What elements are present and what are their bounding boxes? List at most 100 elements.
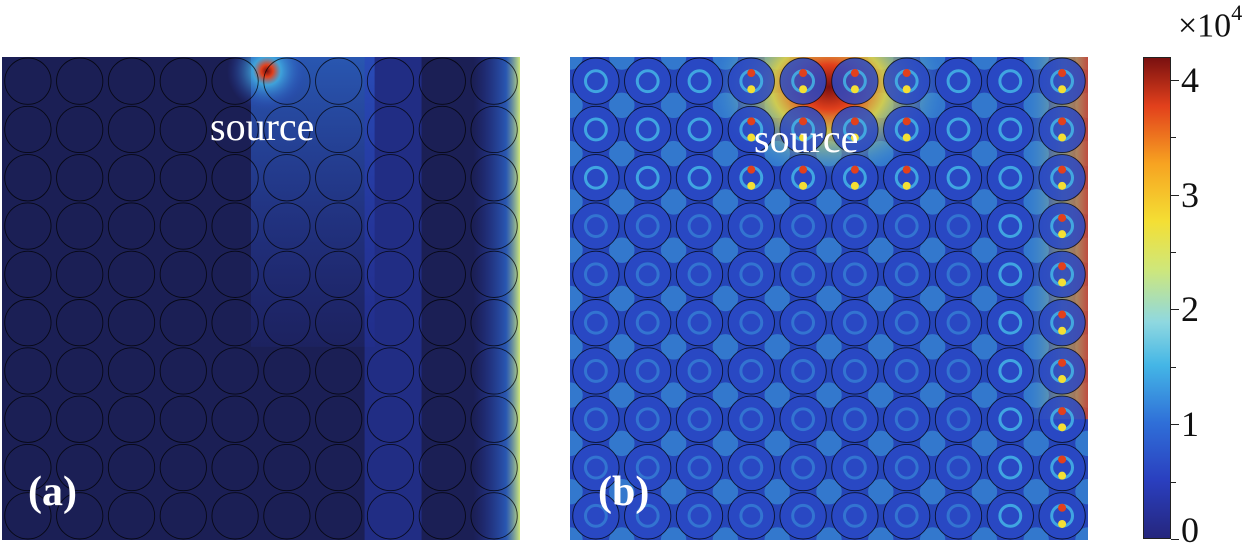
rod-hot-lobe: [1058, 310, 1067, 319]
lattice-rod: [883, 105, 931, 154]
lattice-rod: [366, 492, 415, 540]
rod-mode-pattern: [635, 214, 660, 238]
lattice-rod: [1038, 347, 1086, 395]
lattice-rod: [4, 347, 52, 395]
lattice-rod: [107, 443, 156, 492]
lattice-rod: [107, 299, 156, 347]
lattice-rod: [1038, 299, 1086, 347]
lattice-rod: [418, 57, 466, 105]
interstitial-field: [764, 285, 790, 312]
rod-mode-pattern: [946, 310, 971, 335]
lattice-rod: [470, 347, 518, 395]
lattice-rod: [263, 250, 311, 298]
interstitial-field: [816, 382, 842, 408]
interstitial-field: [1023, 430, 1049, 457]
rod-hot-lobe: [799, 165, 808, 174]
lattice-rod: [934, 299, 983, 347]
rod-mode-pattern: [946, 455, 971, 480]
rod-hot-lobe: [747, 165, 756, 174]
interstitial-field: [712, 140, 739, 167]
lattice-rod: [883, 154, 931, 202]
lattice-rod: [883, 443, 931, 492]
lattice-rod: [107, 57, 156, 105]
colorbar-tick: [1171, 309, 1179, 311]
rod-mode-pattern: [635, 407, 660, 432]
lattice-rod: [1038, 443, 1086, 492]
rod-mode-pattern: [583, 503, 608, 528]
rod-mode-pattern: [687, 214, 712, 238]
colorbar-tick-label: 3: [1181, 174, 1199, 215]
rod-mode-pattern: [894, 214, 919, 238]
rod-hot-lobe: [902, 69, 911, 78]
rod-hot-lobe: [747, 117, 756, 126]
interstitial-field: [816, 478, 842, 505]
lattice-rod: [366, 202, 415, 250]
lattice-rod: [831, 443, 879, 492]
rod-hot-lobe: [799, 69, 808, 78]
lattice-rod: [107, 154, 156, 202]
lattice-rod: [986, 154, 1034, 202]
field-plot-b: [570, 57, 1088, 540]
lattice-rod: [779, 105, 827, 154]
interstitial-field: [971, 237, 998, 263]
lattice-rod: [470, 154, 518, 202]
lattice-rod: [675, 202, 724, 250]
lattice-rod: [159, 105, 207, 154]
rod-hot-lobe: [902, 85, 911, 94]
rod-hot-lobe: [1058, 117, 1067, 126]
rod-mode-pattern: [946, 359, 971, 383]
rod-hot-lobe: [1058, 471, 1067, 480]
rod-mode-pattern: [739, 359, 764, 383]
lattice-rod: [779, 57, 827, 105]
interstitial-field: [971, 478, 998, 505]
rod-mode-pattern: [946, 503, 971, 528]
lattice-rod: [624, 250, 672, 298]
interstitial-field: [919, 237, 946, 263]
lattice-rod: [831, 154, 879, 202]
interstitial-field: [971, 140, 998, 167]
rod-hot-lobe: [902, 117, 911, 126]
rod-hot-lobe: [1058, 375, 1067, 384]
rod-mode-pattern: [842, 310, 867, 335]
lattice-rod: [675, 250, 724, 298]
rod-mode-pattern: [791, 407, 816, 432]
panel-label-b: (b): [598, 469, 650, 515]
interstitial-field: [660, 382, 687, 408]
rod-mode-pattern: [791, 262, 816, 287]
lattice-rod: [727, 347, 775, 395]
rod-hot-lobe: [1058, 455, 1067, 464]
interstitial-field: [868, 237, 894, 263]
lattice-rod: [263, 347, 311, 395]
lattice-rod: [572, 395, 620, 443]
lattice-rod: [727, 57, 775, 105]
colorbar-minor-tick: [1171, 137, 1176, 139]
interstitial-field: [712, 430, 739, 457]
rod-mode-pattern: [998, 359, 1023, 383]
rod-mode-pattern: [635, 117, 660, 142]
interstitial-field: [660, 140, 687, 167]
rod-mode-pattern: [842, 407, 867, 432]
interstitial-field: [868, 430, 894, 457]
lattice-rod: [1038, 105, 1086, 154]
interstitial-field: [609, 382, 635, 408]
lattice-rod: [4, 154, 52, 202]
interstitial-field: [971, 382, 998, 408]
lattice-rod: [211, 250, 259, 298]
rod-mode-pattern: [998, 262, 1023, 287]
colorbar-minor-tick: [1171, 366, 1176, 368]
lattice-rod: [315, 347, 363, 395]
lattice-rod: [418, 492, 466, 540]
rod-mode-pattern: [739, 455, 764, 480]
lattice-rod: [107, 347, 156, 395]
rod-hot-lobe: [1058, 230, 1067, 239]
lattice-rod: [986, 202, 1034, 250]
rod-hot-lobe: [1058, 69, 1067, 78]
interstitial-field: [609, 57, 635, 70]
lattice-rod: [1038, 154, 1086, 202]
lattice-rod: [263, 57, 311, 105]
colorbar-tick-label: 0: [1181, 510, 1199, 550]
rod-mode-pattern: [946, 69, 971, 94]
rod-mode-pattern: [946, 262, 971, 287]
interstitial-field: [660, 527, 687, 540]
rod-mode-pattern: [687, 165, 712, 190]
